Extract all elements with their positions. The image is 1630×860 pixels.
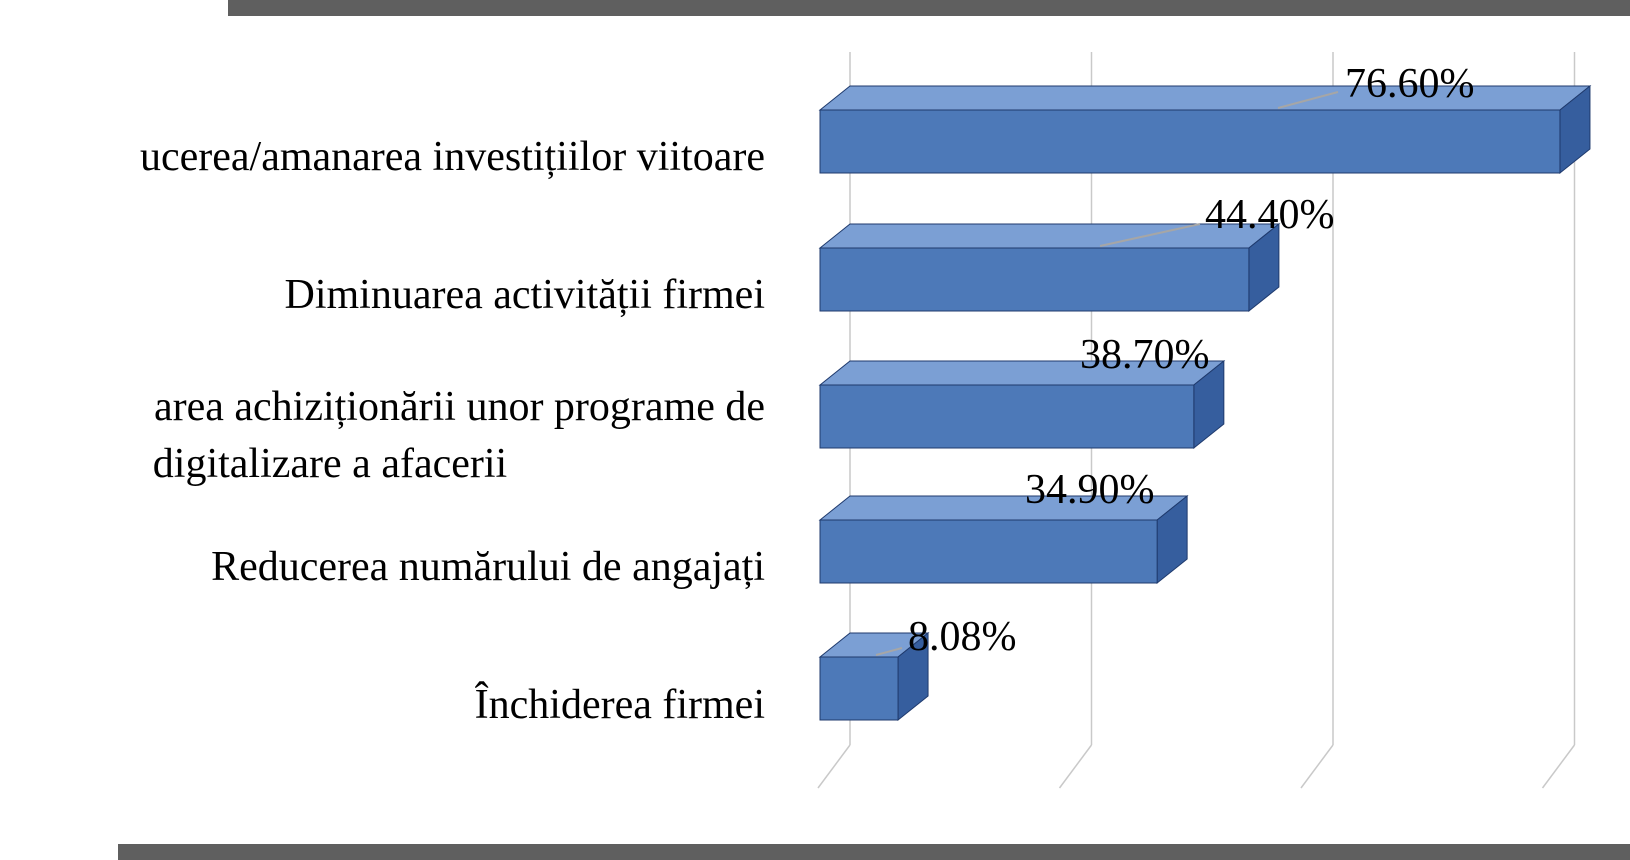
bar-4-front-face [819,656,899,721]
value-label-0: 76.60% [1345,61,1475,107]
bar-1-front-face [819,247,1250,312]
value-label-3: 34.90% [1025,467,1155,513]
category-label-4: Închiderea firmei [475,681,765,728]
category-label-3: Reducerea numărului de angajați [211,544,765,590]
gridline-foot-1 [1058,744,1093,789]
bar-2-front-face [819,384,1195,449]
category-label-2-line-2: digitalizare a afacerii [153,441,507,487]
value-label-2: 38.70% [1080,332,1210,378]
category-label-1: Diminuarea activității firmei [285,272,765,318]
gridline-foot-0 [817,744,851,789]
gridline-foot-3 [1541,744,1576,789]
bar-0-front-face [819,109,1561,174]
leader-line-0 [1277,91,1339,109]
category-label-2: area achiziționării unor programe de [154,384,765,430]
value-label-1: 44.40% [1205,192,1335,238]
category-label-0: ucerea/amanarea investițiilor viitoare [140,134,765,180]
leader-line-4 [875,647,903,656]
top-border-strip [228,0,1630,16]
bottom-border-strip [118,844,1630,860]
value-label-4: 8.08% [908,614,1017,660]
leader-line-1 [1099,223,1201,247]
gridline-foot-2 [1300,744,1334,789]
bar-3-front-face [819,519,1158,584]
